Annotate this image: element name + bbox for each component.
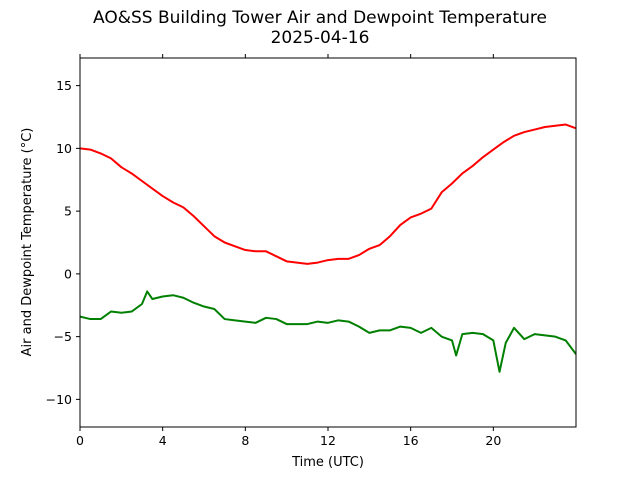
x-axis-label: Time (UTC)	[291, 455, 364, 470]
x-tick-label: 16	[403, 433, 419, 448]
x-tick-label: 12	[320, 433, 336, 448]
y-tick-label: −5	[54, 329, 72, 344]
y-tick-label: 5	[64, 204, 72, 219]
ticks-layer: 0 4 8 12 16 20 −10 −5 0 5 10 15	[46, 54, 501, 448]
y-tick-label: 15	[56, 78, 72, 93]
chart-subtitle: 2025-04-16	[270, 28, 370, 48]
x-tick-label: 0	[76, 433, 84, 448]
y-tick-label: 0	[64, 266, 72, 281]
y-axis-label: Air and Dewpoint Temperature (°C)	[20, 128, 35, 357]
x-tick-label: 4	[159, 433, 167, 448]
y-tick-label: 10	[56, 141, 72, 156]
chart-title: AO&SS Building Tower Air and Dewpoint Te…	[92, 8, 547, 28]
series-line-1	[80, 123, 576, 265]
x-tick-label: 20	[485, 433, 501, 448]
y-tick-label: −10	[46, 392, 72, 407]
series-layer	[80, 123, 576, 373]
axes-frame	[79, 57, 577, 428]
x-tick-label: 8	[241, 433, 249, 448]
series-line-2	[80, 290, 576, 373]
